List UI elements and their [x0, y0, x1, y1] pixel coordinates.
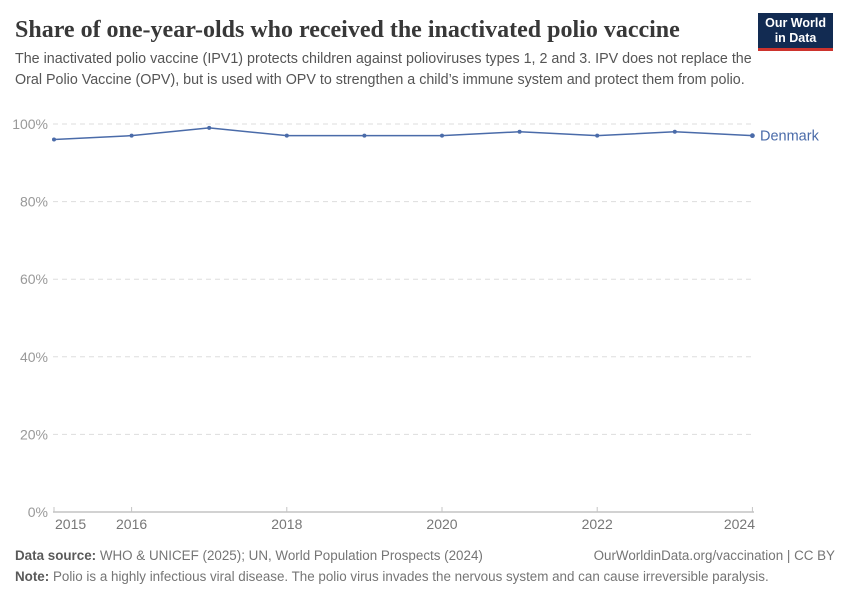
note-value: Polio is a highly infectious viral disea… — [49, 569, 769, 584]
x-tick-label: 2018 — [271, 516, 302, 532]
owid-logo[interactable]: Our World in Data — [758, 13, 833, 51]
data-point[interactable] — [595, 133, 600, 138]
y-tick-label: 80% — [20, 194, 48, 210]
data-point[interactable] — [672, 129, 677, 134]
y-tick-label: 20% — [20, 426, 48, 442]
y-tick-label: 40% — [20, 349, 48, 365]
data-point[interactable] — [284, 133, 289, 138]
footer-row: Data source: WHO & UNICEF (2025); UN, Wo… — [15, 548, 835, 563]
y-tick-label: 60% — [20, 271, 48, 287]
page-title: Share of one-year-olds who received the … — [15, 17, 680, 43]
x-tick-label: 2016 — [116, 516, 147, 532]
data-source-value: WHO & UNICEF (2025); UN, World Populatio… — [96, 548, 483, 563]
y-tick-label: 0% — [28, 504, 48, 520]
data-source-text: Data source: WHO & UNICEF (2025); UN, Wo… — [15, 548, 483, 563]
data-point[interactable] — [362, 133, 367, 138]
license-link[interactable]: OurWorldinData.org/vaccination | CC BY — [593, 548, 835, 563]
owid-logo-line2: in Data — [774, 31, 817, 45]
note-label: Note: — [15, 569, 50, 584]
data-line[interactable] — [53, 127, 753, 141]
x-tick-label: 2022 — [582, 516, 613, 532]
data-point[interactable] — [129, 133, 134, 138]
x-tick-label: 2024 — [724, 516, 755, 532]
entity-label[interactable]: Denmark — [760, 129, 820, 145]
y-tick-label: 100% — [12, 116, 48, 132]
x-tick-label: 2020 — [426, 516, 457, 532]
chart-subtitle: The inactivated polio vaccine (IPV1) pro… — [15, 51, 752, 88]
data-point[interactable] — [52, 137, 56, 142]
note-text: Note: Polio is a highly infectious viral… — [15, 569, 769, 584]
data-source-label: Data source: — [15, 548, 97, 563]
data-point[interactable] — [517, 129, 522, 134]
data-point[interactable] — [440, 133, 444, 138]
data-point[interactable] — [207, 125, 212, 130]
owid-logo-line1: Our World — [765, 16, 826, 30]
data-point[interactable] — [750, 133, 755, 139]
x-tick-label: 2015 — [55, 516, 86, 532]
